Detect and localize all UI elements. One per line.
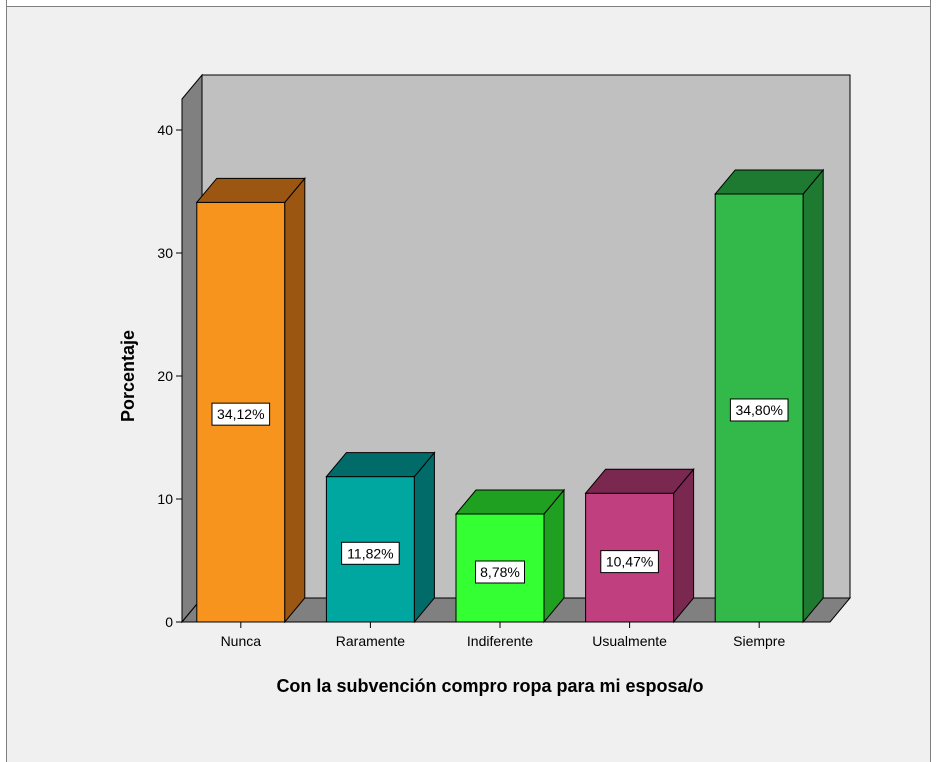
y-tick-label: 0 [165,614,173,630]
data-label-box [729,398,789,422]
bar-side [284,176,306,624]
bar: 34,80% [714,168,825,624]
y-axis-title: Porcentaje [118,330,138,422]
data-label: 34,12% [217,406,264,422]
bar-top [454,489,566,515]
y-tick-label: 10 [157,491,173,507]
x-axis-tick-labels: Nunca Raramente Indiferente Usualmente Siemp… [221,622,785,649]
bar-top [584,468,695,494]
x-axis-title: Con la subvención compro ropa para mi es… [276,676,703,696]
frame-border-right [930,0,931,762]
bar-top [195,177,306,203]
bar-side [413,451,435,624]
data-label: 11,82% [347,545,393,561]
bar-side [802,168,824,624]
bar: 8,78% [454,488,566,624]
y-tick-label: 30 [157,245,173,261]
bar: 11,82% [325,451,436,624]
bar-side [673,467,695,624]
data-label-box [475,560,525,584]
bar-top [325,452,436,478]
x-tick-label: Usualmente [592,633,667,649]
data-label-box [341,541,400,565]
x-tick-label: Siempre [733,633,785,649]
y-tick-label: 40 [157,122,173,138]
frame-border-left [6,0,7,762]
data-label-box [600,550,659,574]
data-label: 10,47% [606,554,653,570]
x-tick-label: Nunca [221,633,262,649]
bars: 34,12% 11,82% 8,78% 10,47% 34,80% [195,168,825,624]
frame-border-top [6,6,931,7]
x-tick-label: Raramente [336,633,405,649]
bar: 10,47% [584,467,695,624]
y-tick-label: 20 [157,368,173,384]
bar-top [714,169,825,195]
y-axis-ticks: 0 10 20 30 40 [157,122,182,630]
data-label: 34,80% [735,402,782,418]
x-tick-label: Indiferente [467,633,533,649]
data-label: 8,78% [480,564,520,580]
bar: 34,12% [195,176,306,624]
data-label-box [211,402,271,426]
